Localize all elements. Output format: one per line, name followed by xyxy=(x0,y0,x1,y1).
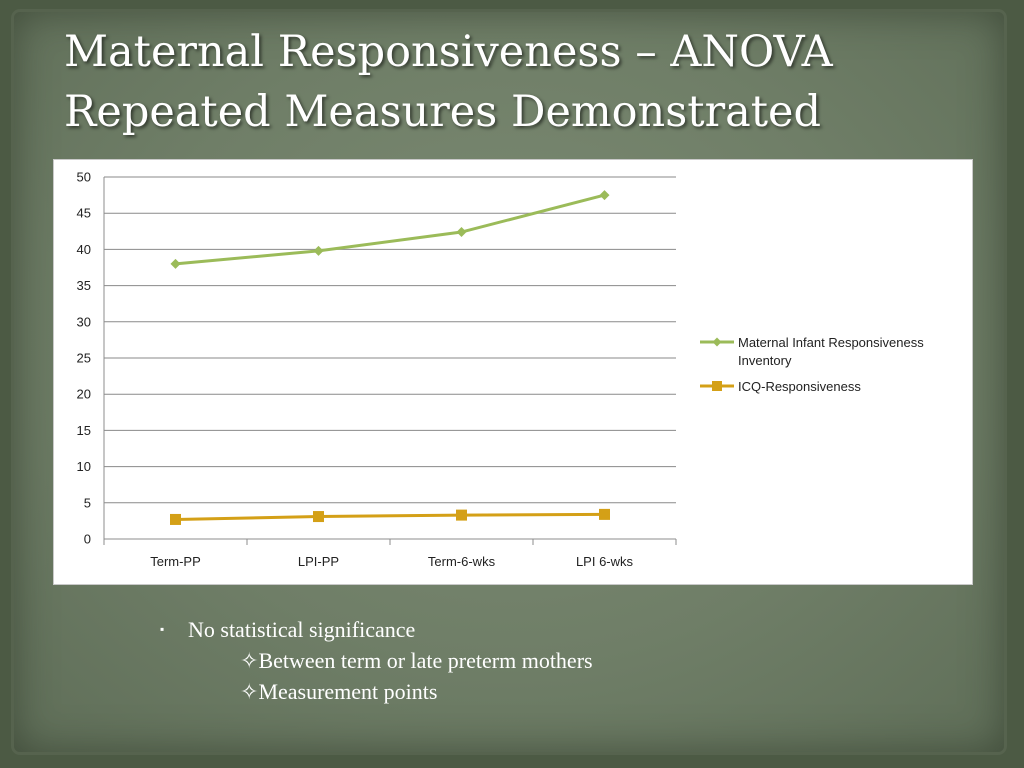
bullet-item: ▪ No statistical significance xyxy=(160,614,860,645)
legend-label: Maternal Infant Responsiveness xyxy=(738,335,924,350)
sub-bullet-text: Between term or late preterm mothers xyxy=(258,648,593,673)
star-bullet-icon: ✧ xyxy=(240,648,259,673)
slide-title-line-2: Repeated Measures Demonstrated xyxy=(64,87,822,137)
y-tick-label: 50 xyxy=(77,170,91,185)
data-point-diamond xyxy=(456,227,467,238)
y-tick-label: 5 xyxy=(84,495,91,510)
data-point-square xyxy=(313,511,324,523)
y-tick-label: 0 xyxy=(84,532,91,547)
y-tick-label: 15 xyxy=(77,423,91,438)
square-bullet-icon: ▪ xyxy=(160,622,165,636)
data-point-square xyxy=(170,513,181,525)
y-tick-label: 45 xyxy=(77,206,91,221)
bullet-text: No statistical significance xyxy=(188,617,416,642)
x-tick-label: LPI-PP xyxy=(298,554,339,569)
x-tick-label: Term-6-wks xyxy=(428,554,496,569)
y-tick-label: 20 xyxy=(77,387,91,402)
chart-panel: 0 5 10 15 20 25 30 35 40 45 50 Term-PP LPI-PP Term-6-… xyxy=(53,159,973,585)
data-point-diamond xyxy=(599,190,610,201)
legend-marker-square xyxy=(712,381,722,391)
y-tick-label: 25 xyxy=(77,351,91,366)
star-bullet-icon: ✧ xyxy=(240,679,259,704)
series-line xyxy=(175,512,605,521)
sub-bullet-item: ✧Measurement points xyxy=(160,676,860,707)
data-point-diamond xyxy=(313,245,324,256)
y-tick-label: 40 xyxy=(77,242,91,257)
series-line xyxy=(175,193,605,266)
slide-title-line-1: Maternal Responsiveness – ANOVA xyxy=(64,27,833,77)
x-tick-label: Term-PP xyxy=(150,554,201,569)
line-chart: 0 5 10 15 20 25 30 35 40 45 50 Term-PP LPI-PP Term-6-… xyxy=(77,170,925,570)
y-tick-label: 10 xyxy=(77,459,91,474)
y-tick-label: 30 xyxy=(77,314,91,329)
bullet-list: ▪ No statistical significance ✧Between t… xyxy=(160,614,860,707)
legend-marker-diamond xyxy=(712,337,722,347)
sub-bullet-text: Measurement points xyxy=(258,679,438,704)
legend-label: Inventory xyxy=(738,353,792,368)
y-tick-label: 35 xyxy=(77,278,91,293)
x-tick-label: LPI 6-wks xyxy=(576,554,634,569)
slide-title: Maternal Responsiveness – ANOVA Repeated… xyxy=(64,22,964,142)
legend-label: ICQ-Responsiveness xyxy=(738,379,861,394)
data-point-diamond xyxy=(170,258,181,269)
data-point-square xyxy=(456,509,467,521)
data-point-square xyxy=(599,508,610,520)
sub-bullet-item: ✧Between term or late preterm mothers xyxy=(160,645,860,676)
